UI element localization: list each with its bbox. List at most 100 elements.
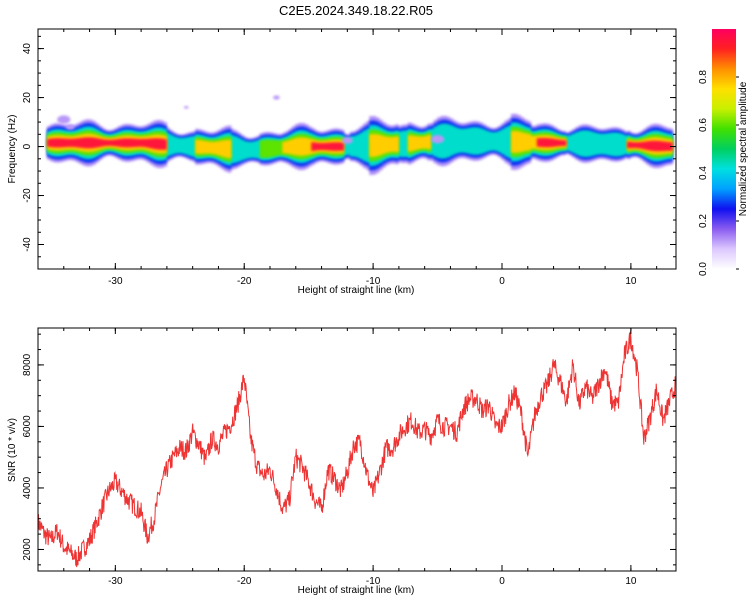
spectrogram-cell (382, 136, 386, 154)
spectrogram-cell (614, 132, 618, 157)
spectrogram-cell (453, 126, 457, 155)
y-tick-label: 40 (22, 43, 33, 55)
spectrogram-cell (343, 137, 348, 156)
spectrogram-cell (53, 138, 58, 148)
spectrogram-cell (601, 133, 606, 155)
snr-y-label: SNR (10 * v/v) (7, 418, 18, 482)
spectrogram-cell (456, 128, 461, 154)
spectrogram-cell (111, 139, 116, 147)
spectrogram-cell (369, 134, 374, 157)
spectrogram-cell (76, 138, 80, 148)
spectrogram-cell (504, 127, 509, 157)
spectrogram-blob (57, 115, 71, 124)
spectrogram-cell (482, 129, 486, 153)
spectrogram-cell (552, 139, 557, 147)
spectrogram-cell (156, 138, 161, 150)
spectrogram-cell (227, 139, 232, 159)
spectrogram-cell (578, 130, 583, 157)
spectrogram-cell (559, 140, 564, 146)
spectrogram-cell (353, 135, 357, 157)
spectrogram-cell (269, 139, 274, 158)
spectrogram-cell (620, 133, 625, 156)
spectrogram-cell (211, 141, 216, 154)
spectrogram-cell (59, 138, 64, 148)
spectrogram-cell (346, 138, 351, 155)
spectrogram-cell (256, 140, 261, 159)
spectrogram-cell (617, 132, 622, 157)
spectrogram-cell (275, 140, 280, 156)
spectrogram-cell (304, 137, 309, 156)
spectrogram-cell (565, 135, 570, 151)
spectrogram-cell (388, 137, 393, 152)
spectrogram-blob (65, 124, 75, 130)
spectrogram-cell (430, 128, 435, 155)
spectrogram-cell (572, 133, 577, 154)
spectrogram-cell (282, 141, 287, 154)
spectrogram-cell (536, 138, 541, 147)
spectrogram-cell (79, 137, 84, 148)
spectrogram-cell (124, 138, 129, 148)
spectrogram-cell (308, 138, 312, 155)
spectrogram-cell (143, 138, 148, 148)
x-tick-label: -10 (366, 276, 381, 287)
x-tick-label: 10 (625, 576, 637, 587)
y-tick-label: 2000 (22, 538, 33, 561)
x-tick-label: -20 (237, 576, 252, 587)
spectrogram-cell (179, 137, 183, 154)
spectrogram-cell (69, 138, 74, 147)
chart-title: C2E5.2024.349.18.22.R05 (279, 3, 433, 18)
spectrogram-cell (140, 138, 145, 147)
spectrogram-cell (478, 128, 483, 155)
x-tick-label: -20 (237, 276, 252, 287)
spectrogram-cell (646, 141, 651, 151)
spectrogram-cell (330, 142, 335, 151)
y-tick-label: 4000 (22, 476, 33, 499)
spectrogram-cell (420, 136, 425, 149)
spectrogram-cell (166, 133, 171, 157)
colorbar-tick-label: 0.4 (698, 166, 709, 180)
spectrogram-cell (121, 138, 125, 148)
spectrogram-cell (540, 138, 544, 147)
spectrogram-cell (562, 140, 567, 146)
colorbar-tick-label: 0.2 (698, 214, 709, 228)
spectrogram-cell (127, 138, 132, 148)
spectrogram-cell (569, 134, 573, 152)
spectrogram-cell (92, 137, 96, 148)
spectrogram-cell (585, 130, 589, 157)
snr-panel: -30 -20 -10 0 10 2000 4000 6000 8000 Height of … (7, 327, 677, 596)
spectrogram-cell (623, 135, 628, 155)
spectrogram-cell (243, 141, 248, 160)
spectrogram-cell (95, 138, 100, 148)
spectrogram-blob (184, 105, 189, 109)
spectrogram-cell (237, 137, 241, 162)
spectrogram-cell (665, 142, 670, 151)
spectrogram-cell (288, 139, 293, 155)
spectrogram-cell (498, 130, 502, 153)
spectrogram-cell (317, 143, 322, 151)
spectrogram-cell (607, 132, 612, 156)
spectrogram-cell (198, 140, 203, 154)
spectrogram-cell (101, 139, 106, 147)
spectrogram-cell (385, 136, 390, 153)
spectrogram-cell (250, 141, 254, 158)
spectrogram-cell (359, 132, 364, 160)
spectrogram-cell (150, 138, 154, 149)
spectrogram-cell (588, 131, 593, 157)
spectrogram-cell (417, 136, 422, 149)
spectrogram-cell (378, 135, 383, 155)
spectrogram-cell (395, 136, 399, 152)
spectrogram-cell (340, 142, 345, 151)
y-tick-label: 6000 (22, 415, 33, 438)
colorbar-tick-label: 0.8 (698, 70, 709, 84)
spectrogram-cell (134, 138, 138, 147)
spectrogram-cell (375, 134, 380, 156)
spectrogram-cell (488, 131, 493, 151)
spectrogram-cell (337, 142, 341, 151)
spectrogram-cell (443, 123, 448, 159)
spectrogram-cell (630, 142, 635, 148)
spectrogram-cell (47, 138, 51, 147)
spectrogram-cell (105, 139, 109, 146)
colorbar-tick-label: 0.6 (698, 118, 709, 132)
spectrogram-cell (169, 134, 174, 155)
spectrogram-cell (72, 138, 77, 148)
